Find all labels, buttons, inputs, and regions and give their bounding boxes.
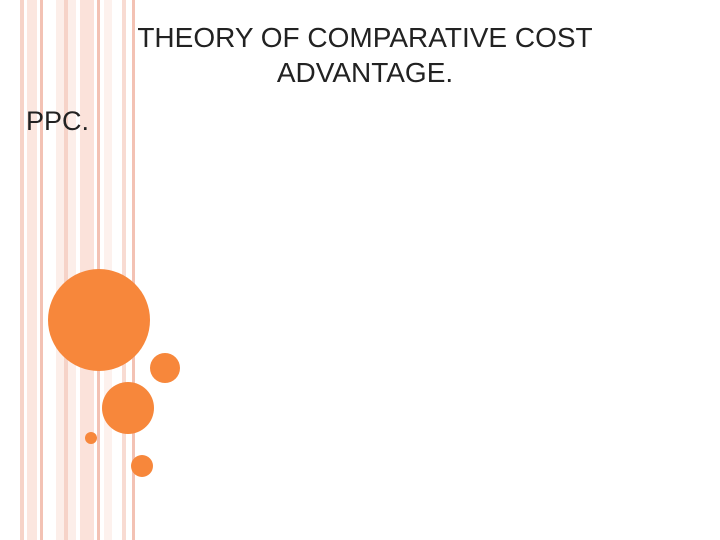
stripe: [132, 0, 135, 540]
stripe: [80, 0, 94, 540]
circle: [102, 382, 154, 434]
title-line: THEORY OF COMPARATIVE COST: [137, 22, 592, 53]
circle: [85, 432, 97, 444]
decorative-circles: [48, 269, 180, 477]
stripe: [40, 0, 43, 540]
circle: [150, 353, 180, 383]
circle: [48, 269, 150, 371]
circle: [131, 455, 153, 477]
stripe: [27, 0, 37, 540]
decorative-stripes: [20, 0, 135, 540]
stripe: [64, 0, 68, 540]
stripe: [20, 0, 24, 540]
title-line: ADVANTAGE.: [277, 57, 453, 88]
body-text: PPC.: [26, 106, 89, 136]
stripe: [122, 0, 126, 540]
